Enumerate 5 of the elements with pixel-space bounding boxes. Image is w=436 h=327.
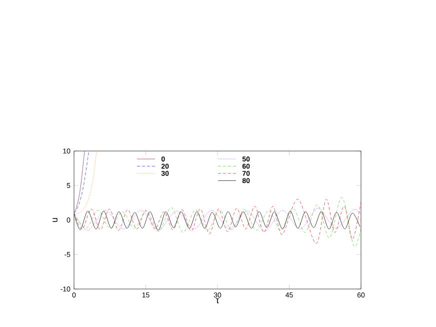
x-axis-title: τ bbox=[216, 298, 220, 304]
y-axis-title: u bbox=[52, 218, 58, 222]
line-series bbox=[74, 151, 90, 214]
line-series bbox=[74, 151, 97, 214]
line-series bbox=[74, 151, 85, 214]
